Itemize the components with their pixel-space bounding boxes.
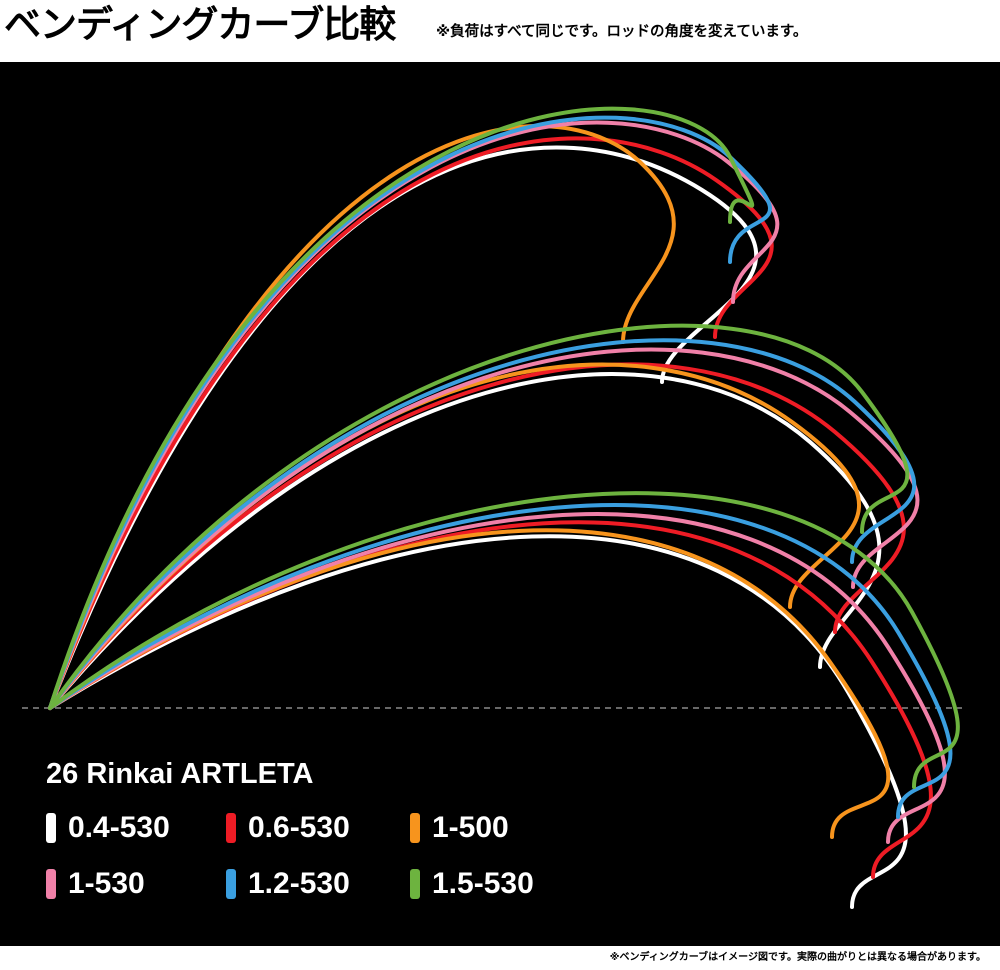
legend-label: 0.4-530 <box>68 811 170 844</box>
legend-label: 1-530 <box>68 867 145 900</box>
curve-low-1-530 <box>48 512 947 844</box>
curve-high-1.5-530 <box>48 106 755 710</box>
curve-high-0.6-530 <box>48 136 774 710</box>
curve-low-0.4-530 <box>48 534 908 909</box>
legend-item: 0.4-530 <box>46 808 170 848</box>
footnote: ※ベンディングカーブはイメージ図です。実際の曲がりとは異なる場合があります。 <box>609 952 986 963</box>
curve-middle-0.4-530 <box>48 372 882 710</box>
legend-swatch <box>226 869 236 899</box>
legend-swatch <box>226 813 236 843</box>
curve-middle-1.2-530 <box>48 338 917 710</box>
curve-high-0.4-530 <box>48 145 759 710</box>
curve-high-1.2-530 <box>48 115 772 710</box>
legend-item: 1-500 <box>410 808 509 848</box>
curve-middle-1-530 <box>48 347 920 710</box>
bending-curve-chart <box>22 106 962 909</box>
curve-middle-1.5-530 <box>48 323 910 710</box>
legend-swatch <box>410 813 420 843</box>
footer: ※ベンディングカーブはイメージ図です。実際の曲がりとは異なる場合があります。 <box>0 946 1000 970</box>
legend-swatch <box>46 869 56 899</box>
curves-group <box>48 106 960 909</box>
header: ベンディングカーブ比較 ※負荷はすべて同じです。ロッドの角度を変えています。 <box>0 0 1000 62</box>
legend-label: 0.6-530 <box>248 811 350 844</box>
page-title: ベンディングカーブ比較 <box>4 3 396 46</box>
curve-low-1-500 <box>48 528 891 839</box>
chart-area: 26 Rinkai ARTLETA 0.4-530 0.6-530 1-500 1-5… <box>0 62 1000 946</box>
legend-swatch <box>410 869 420 899</box>
legend-label: 1.5-530 <box>432 867 534 900</box>
legend-label: 1.2-530 <box>248 867 350 900</box>
legend-item: 1-530 <box>46 864 145 904</box>
curve-high-1-530 <box>48 120 780 710</box>
chart-title: 26 Rinkai ARTLETA <box>46 758 314 790</box>
legend-label: 1-500 <box>432 811 509 844</box>
legend-item: 1.2-530 <box>226 864 350 904</box>
legend-swatch <box>46 813 56 843</box>
legend-item: 0.6-530 <box>226 808 350 848</box>
legend-item: 1.5-530 <box>410 864 534 904</box>
header-note: ※負荷はすべて同じです。ロッドの角度を変えています。 <box>436 24 808 40</box>
curve-low-1.2-530 <box>48 503 953 819</box>
curve-low-1.5-530 <box>48 491 960 789</box>
